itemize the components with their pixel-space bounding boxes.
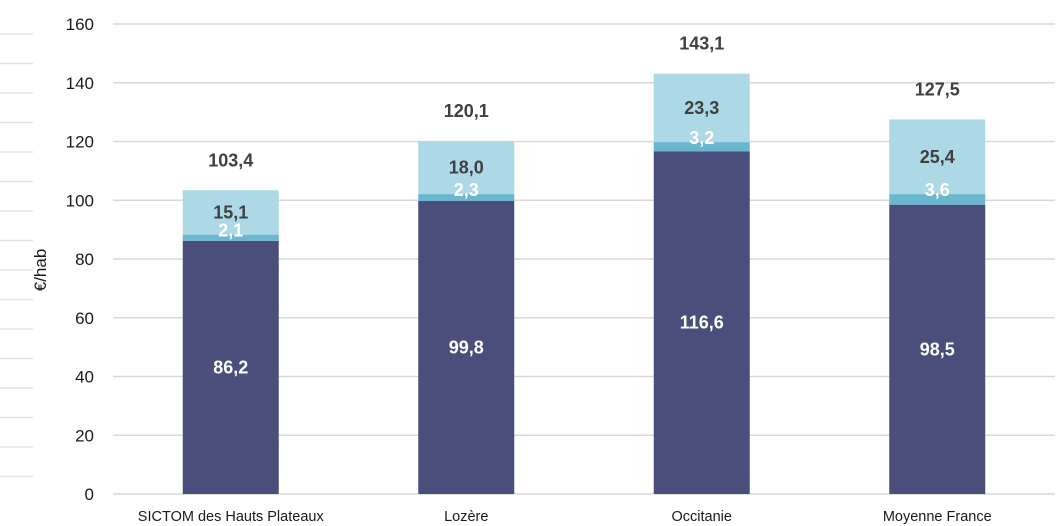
y-tick-label: 140: [66, 74, 94, 93]
segment-value-label: 23,3: [684, 98, 719, 118]
y-tick-label: 120: [66, 133, 94, 152]
bar-segment: [889, 119, 986, 195]
segment-value-label: 18,0: [449, 158, 484, 178]
bar-segment: [182, 234, 279, 241]
x-category-label: SICTOM des Hauts Plateaux: [138, 509, 325, 525]
segment-value-label: 25,4: [920, 147, 955, 167]
x-category-label: Occitanie: [672, 509, 732, 525]
segment-value-label: 98,5: [920, 339, 955, 359]
total-value-label: 143,1: [679, 34, 724, 54]
left-edge-marks: [0, 33, 33, 478]
y-tick-label: 160: [66, 15, 94, 34]
total-value-label: 103,4: [208, 150, 253, 170]
total-value-label: 120,1: [444, 101, 489, 121]
bar-segment: [653, 73, 750, 143]
y-tick-label: 20: [75, 426, 94, 445]
y-tick-label: 100: [66, 191, 94, 210]
x-axis-categories: SICTOM des Hauts Plateaux Lozère Occitanie…: [138, 509, 992, 525]
segment-value-label: 2,1: [218, 221, 243, 241]
x-category-label: Moyenne France: [883, 509, 992, 525]
bar-segment: [889, 204, 986, 494]
bar-segment: [889, 194, 986, 205]
bar-segment: [653, 151, 750, 495]
segment-value-label: 2,3: [454, 180, 479, 200]
y-tick-label: 40: [75, 368, 94, 387]
segment-value-label: 3,6: [925, 180, 950, 200]
x-category-label: Lozère: [444, 509, 488, 525]
y-axis-ticks: 0 20 40 60 80 100 120 140 160: [66, 15, 94, 504]
bar-segment: [418, 200, 515, 494]
segment-value-label: 116,6: [680, 313, 724, 333]
bar-segment: [418, 194, 515, 201]
segment-value-label: 15,1: [213, 202, 248, 222]
y-axis-label: €/hab: [31, 249, 50, 292]
y-tick-label: 60: [75, 309, 94, 328]
bars: [182, 73, 986, 495]
segment-value-label: 86,2: [213, 357, 248, 377]
segment-value-label: 3,2: [689, 128, 714, 148]
bar-segment: [182, 190, 279, 235]
total-value-label: 127,5: [915, 79, 960, 99]
bar-segment: [182, 240, 279, 494]
bar-segment: [653, 142, 750, 152]
y-tick-label: 80: [75, 250, 94, 269]
y-tick-label: 0: [85, 485, 94, 504]
segment-value-label: 99,8: [449, 337, 484, 357]
bar-segment: [418, 141, 515, 195]
data-labels: 86,2 2,115,1 103,4 99,8 2,318,0 120,1 116,6 3,2…: [208, 34, 960, 378]
